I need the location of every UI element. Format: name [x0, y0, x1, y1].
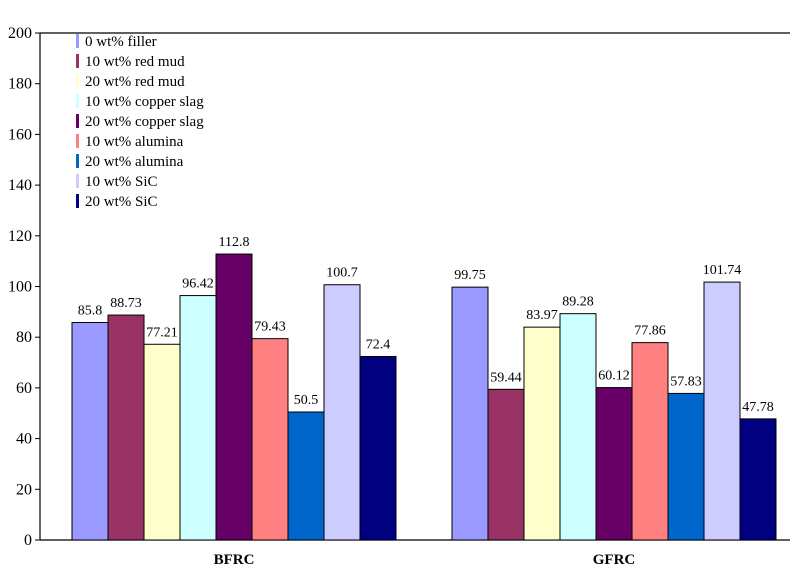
data-label-bfrc-series-1: 85.8 [78, 303, 103, 318]
legend-swatch [76, 154, 79, 168]
bar-bfrc-series-4 [179, 295, 217, 541]
data-label-gfrc-series-4: 89.28 [562, 295, 594, 310]
y-tick-label: 100 [8, 279, 32, 296]
bar-gfrc-series-1 [451, 286, 489, 541]
bar-gfrc-series-9 [739, 418, 777, 541]
legend-entry: 20 wt% alumina [85, 154, 184, 170]
y-tick-label: 80 [16, 329, 32, 346]
bar-gfrc-series-3 [523, 326, 561, 541]
legend-swatch [76, 94, 79, 108]
legend-swatch [76, 174, 79, 188]
category-labels: BFRC GFRC [214, 552, 636, 568]
y-tick-label: 0 [24, 532, 32, 549]
bar-gfrc-series-2 [487, 388, 525, 541]
category-label-bfrc: BFRC [214, 552, 255, 568]
bar-gfrc-series-8 [703, 281, 741, 541]
bar-bfrc-series-3 [143, 343, 181, 541]
data-label-bfrc-series-3: 77.21 [146, 325, 178, 340]
legend-swatch [76, 114, 79, 128]
legend-entry: 0 wt% filler [85, 34, 157, 50]
y-tick-label: 200 [8, 25, 32, 42]
y-tick-label: 160 [8, 126, 32, 143]
legend-swatch [76, 74, 79, 88]
y-tick-label: 120 [8, 228, 32, 245]
legend-entry: 10 wt% copper slag [85, 94, 204, 110]
bar-bfrc-series-5 [215, 253, 253, 541]
y-tick-label: 140 [8, 177, 32, 194]
data-label-bfrc-series-7: 50.5 [294, 393, 319, 408]
legend-entry: 10 wt% red mud [85, 54, 185, 70]
bar-gfrc-series-4 [559, 313, 597, 541]
bar-bfrc-series-6 [251, 338, 289, 541]
data-label-bfrc-series-8: 100.7 [326, 266, 358, 281]
legend-swatch [76, 34, 79, 48]
bar-bfrc-series-9 [359, 355, 397, 541]
legend-swatch [76, 54, 79, 68]
legend-entry: 10 wt% SiC [85, 174, 158, 190]
data-label-gfrc-series-9: 47.78 [742, 400, 774, 415]
data-label-bfrc-series-4: 96.42 [182, 277, 214, 292]
bar-bfrc-series-1 [71, 321, 109, 541]
data-label-gfrc-series-1: 99.75 [454, 268, 486, 283]
y-tick-label: 60 [16, 380, 32, 397]
legend-entry: 10 wt% alumina [85, 134, 184, 150]
bar-bfrc-series-8 [323, 284, 361, 541]
data-label-bfrc-series-2: 88.73 [110, 296, 142, 311]
data-label-gfrc-series-8: 101.74 [703, 263, 742, 278]
legend-swatch [76, 194, 79, 208]
y-tick-label: 20 [16, 481, 32, 498]
legend-entry: 20 wt% SiC [85, 194, 158, 210]
bar-gfrc-series-6 [631, 342, 669, 541]
legend-swatch [76, 134, 79, 148]
data-label-gfrc-series-5: 60.12 [598, 369, 630, 384]
data-label-gfrc-series-7: 57.83 [670, 374, 702, 389]
legend-entry: 20 wt% red mud [85, 74, 185, 90]
bar-bfrc-series-7 [287, 411, 325, 541]
data-label-gfrc-series-2: 59.44 [490, 370, 522, 385]
bar-gfrc-series-5 [595, 387, 633, 541]
bar-bfrc-series-2 [107, 314, 145, 541]
y-axis: 0 20 40 60 80 100 120 140 160 180 200 [8, 25, 790, 549]
data-label-bfrc-series-6: 79.43 [254, 320, 286, 335]
legend-entry: 20 wt% copper slag [85, 114, 204, 130]
legend: 0 wt% filler 10 wt% red mud 20 wt% red mud… [76, 34, 204, 210]
data-label-bfrc-series-9: 72.4 [366, 337, 391, 352]
data-label-gfrc-series-6: 77.86 [634, 324, 666, 339]
category-label-gfrc: GFRC [593, 552, 636, 568]
data-label-bfrc-series-5: 112.8 [219, 235, 250, 250]
bars [71, 253, 777, 541]
data-labels: 85.8 88.73 77.21 96.42 112.8 79.43 50.5 100.7 72… [78, 235, 774, 415]
y-tick-label: 40 [16, 431, 32, 448]
y-tick-label: 180 [8, 76, 32, 93]
bar-gfrc-series-7 [667, 392, 705, 541]
data-label-gfrc-series-3: 83.97 [526, 308, 558, 323]
